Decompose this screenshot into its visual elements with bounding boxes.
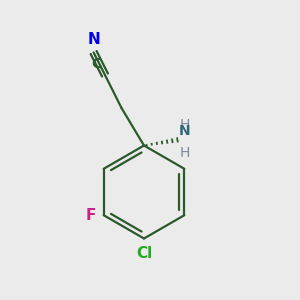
Text: N: N — [87, 32, 100, 47]
Text: H: H — [179, 146, 190, 160]
Text: Cl: Cl — [136, 246, 152, 261]
Text: H: H — [179, 118, 190, 132]
Text: F: F — [86, 208, 96, 223]
Text: C: C — [91, 57, 101, 71]
Text: N: N — [179, 124, 190, 138]
